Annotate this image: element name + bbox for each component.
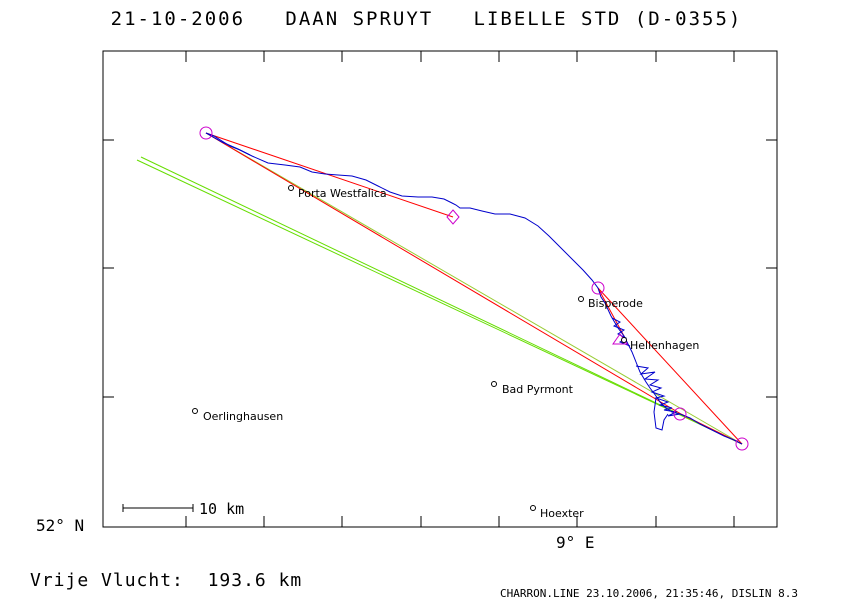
free-flight-summary: Vrije Vlucht: 193.6 km xyxy=(30,570,302,591)
task-lines xyxy=(205,132,743,445)
pilot-name: DAAN SPRUYT xyxy=(285,8,434,30)
free-flight-lines xyxy=(136,132,743,445)
place-marker-oerlinghausen xyxy=(192,408,198,414)
place-marker-hoexter xyxy=(530,505,536,511)
longitude-label: 9° E xyxy=(556,533,595,552)
task-leg-5 xyxy=(597,287,626,339)
place-label-bisperode: Bisperode xyxy=(588,297,643,310)
place-label-porta-westfalica: Porta Westfalica xyxy=(298,187,387,200)
place-marker-bisperode xyxy=(578,296,584,302)
turnpoint-bisperode xyxy=(591,281,605,295)
task-leg-1 xyxy=(205,132,454,218)
place-marker-porta-westfalica xyxy=(288,185,294,191)
place-label-bad-pyrmont: Bad Pyrmont xyxy=(502,383,574,396)
free-flight-label: Vrije Vlucht: xyxy=(30,570,184,591)
glider-type: LIBELLE STD (D-0355) xyxy=(473,8,743,30)
task-leg-3 xyxy=(597,287,743,445)
task-leg-2 xyxy=(205,132,682,415)
free-flight-value: 193.6 km xyxy=(207,570,303,591)
track-segment-thermals xyxy=(635,365,681,417)
turnpoints xyxy=(199,126,749,451)
turnpoint-south xyxy=(673,407,687,421)
flight-title: 21-10-2006 DAAN SPRUYT LIBELLE STD (D-03… xyxy=(0,8,853,30)
turnpoint-diamond xyxy=(446,209,460,225)
place-label-hoexter: Hoexter xyxy=(540,507,584,520)
place-marker-bad-pyrmont xyxy=(491,381,497,387)
scale-bar-label: 10 km xyxy=(199,500,244,518)
latitude-label: 52° N xyxy=(36,516,85,535)
free-flight-line-2 xyxy=(140,156,743,445)
scale-bar xyxy=(122,504,194,512)
track-segment-main xyxy=(205,132,743,445)
flight-date: 21-10-2006 xyxy=(110,8,246,30)
map-frame xyxy=(102,50,778,528)
free-flight-line-1 xyxy=(136,159,743,445)
place-label-hellenhagen: Hellenhagen xyxy=(630,339,699,352)
credit-line: CHARRON.LINE 23.10.2006, 21:35:46, DISLI… xyxy=(500,587,799,600)
turnpoint-start xyxy=(199,126,213,140)
track-segment-loop xyxy=(653,397,669,431)
place-label-oerlinghausen: Oerlinghausen xyxy=(203,410,283,423)
flight-track xyxy=(205,132,743,445)
place-markers xyxy=(192,185,627,511)
track-segment-initial xyxy=(205,132,251,156)
turnpoint-end xyxy=(735,437,749,451)
free-flight-line-3 xyxy=(205,132,743,445)
tick-marks xyxy=(103,51,777,527)
track-segment-thermals-2 xyxy=(611,317,631,347)
place-marker-hellenhagen xyxy=(621,337,627,343)
